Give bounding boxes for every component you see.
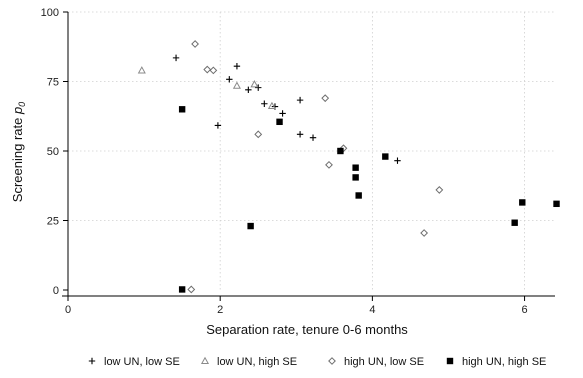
data-point-plus [394,157,401,164]
legend-label: low UN, low SE [104,356,180,368]
legend-label: high UN, high SE [462,356,546,368]
data-points [137,40,560,294]
y-tick-label: 25 [47,216,59,228]
data-point-plus [214,122,222,129]
y-axis-label: Screening rate p0 [10,102,27,202]
data-point-square [178,286,186,293]
data-point-square [247,222,254,230]
data-point-triangle [232,81,241,89]
data-point-square [511,219,518,226]
gridlines [68,11,555,290]
y-tick-label: 75 [47,77,59,89]
legend-item: high UN, low SE [328,356,424,368]
data-point-plus [255,84,262,91]
legend-item: high UN, high SE [446,356,546,368]
x-tick-label: 2 [217,304,223,316]
data-point-diamond [209,66,218,75]
data-point-square [178,106,186,113]
legend-item: low UN, high SE [200,356,297,368]
data-point-triangle [267,101,276,110]
series-3 [187,40,444,294]
tick-labels: 0 25 50 75 100 0 2 4 6 [41,7,528,316]
data-point-plus [245,86,252,94]
y-tick-label: 100 [41,7,59,19]
data-point-triangle [250,80,259,88]
data-point-diamond [191,40,199,48]
data-point-square [355,192,362,199]
legend-label: low UN, high SE [217,356,297,368]
y-tick-label: 0 [53,285,59,297]
data-point-diamond [187,285,196,294]
data-point-plus [279,110,286,117]
legend-marker-triangle [200,356,210,365]
data-point-square [382,153,389,160]
series-1 [172,54,401,164]
x-tick-label: 4 [369,304,375,316]
x-axis-label: Separation rate, tenure 0-6 months [206,322,408,337]
data-point-plus [172,54,180,62]
y-axis-label-symbol: p [10,107,25,115]
data-point-square [276,118,283,126]
x-tick-label: 6 [522,304,528,316]
data-point-plus [296,131,304,138]
legend-marker-diamond [328,357,336,365]
data-point-plus [226,76,233,83]
data-point-square [337,147,344,155]
y-tick-label: 50 [47,146,59,158]
legend-label: high UN, low SE [344,356,424,368]
data-point-diamond [254,130,263,139]
data-point-diamond [321,94,330,103]
axes [62,12,555,297]
data-point-square [352,164,359,171]
legend-item: low UN, low SE [88,356,180,368]
y-axis-label-subscript: 0 [17,102,27,107]
data-point-triangle [137,66,146,74]
data-point-diamond [325,160,333,169]
data-point-diamond [203,65,212,74]
data-point-diamond [420,229,429,237]
data-point-plus [296,96,304,104]
x-tick-label: 0 [65,304,71,316]
legend-marker-plus [88,357,96,365]
data-point-plus [309,134,317,141]
data-point-diamond [435,186,444,194]
series-4 [178,106,560,293]
data-point-plus [261,100,268,107]
legend-marker-square [446,357,454,365]
y-axis-label-main: Screening rate [10,114,25,202]
data-point-square [352,174,359,181]
data-point-square [553,200,560,208]
legend: low UN, low SE low UN, high SE high UN, lo… [88,356,546,368]
series-2 [137,66,276,110]
data-point-plus [233,63,241,70]
data-point-square [519,199,526,206]
